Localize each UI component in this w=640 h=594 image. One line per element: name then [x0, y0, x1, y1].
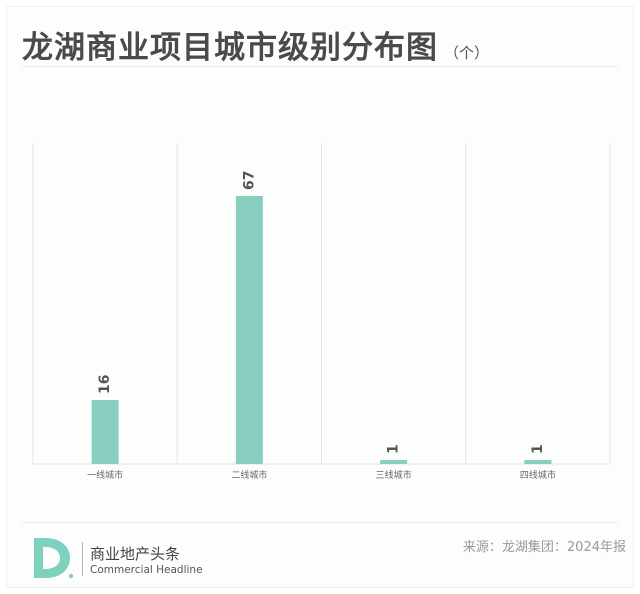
data-label-4: 1 — [530, 444, 546, 454]
data-label-2: 67 — [241, 171, 257, 190]
chart-title: 龙湖商业项目城市级别分布图 （个） — [22, 22, 489, 67]
chart-card — [6, 6, 634, 588]
bar-2 — [235, 196, 263, 464]
x-tick-label-3: 三线城市 — [376, 469, 412, 481]
d-logo-icon — [34, 538, 74, 579]
x-tick-label-4: 四线城市 — [520, 469, 556, 481]
bar-4 — [524, 460, 552, 464]
data-label-3: 1 — [386, 444, 402, 454]
bar-1 — [91, 400, 119, 464]
chart-title-text: 龙湖商业项目城市级别分布图 — [22, 30, 438, 66]
x-tick-label-2: 二线城市 — [231, 469, 267, 481]
brand-name-cn: 商业地产头条 — [90, 545, 181, 563]
brand-name-en: Commercial Headline — [90, 564, 203, 576]
unit-label: （个） — [444, 44, 490, 62]
x-tick-label-1: 一线城市 — [87, 469, 123, 481]
bar-3 — [380, 460, 408, 464]
data-label-1: 16 — [97, 375, 113, 394]
title-divider — [22, 66, 618, 67]
source-note: 来源：龙湖集团：2024年报 — [462, 540, 626, 555]
logo-separator — [82, 542, 83, 576]
footer-divider — [22, 522, 618, 523]
